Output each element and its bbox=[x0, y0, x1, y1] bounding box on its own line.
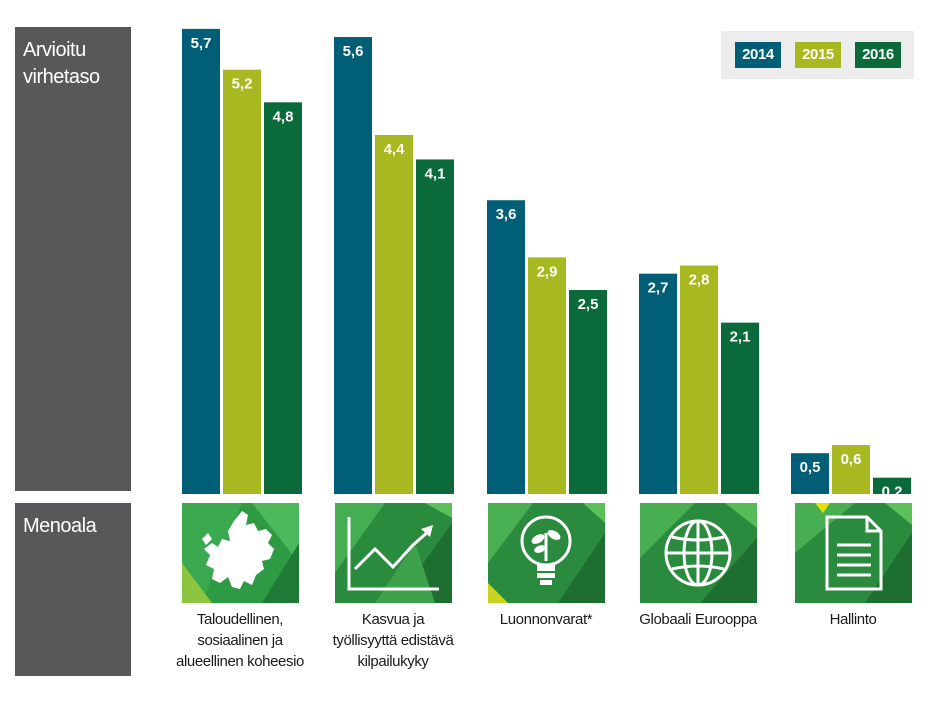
category-label-line: sosiaalinen ja bbox=[197, 632, 283, 649]
x-axis-panel: Menoala bbox=[15, 503, 131, 676]
category-label-line: Globaali Eurooppa bbox=[639, 611, 757, 628]
category-label-competitiveness: Kasvua ja työllisyyttä edistävä kilpailu… bbox=[318, 609, 468, 672]
lightbulb-plant-icon bbox=[488, 503, 605, 603]
bar-label-2016-2: 2,5 bbox=[578, 296, 599, 313]
category-label-administration: Hallinto bbox=[778, 609, 928, 630]
bar-label-2016-3: 2,1 bbox=[730, 329, 751, 346]
bar-2014-0 bbox=[182, 28, 220, 494]
bar-2015-0 bbox=[223, 69, 261, 495]
y-axis-panel: Arvioitu virhetaso bbox=[15, 27, 131, 491]
legend: 2014 2015 2016 bbox=[721, 31, 914, 79]
legend-item-2014: 2014 bbox=[735, 42, 781, 68]
bar-label-2016-4: 0,2 bbox=[882, 484, 903, 501]
bar-label-2014-1: 5,6 bbox=[343, 43, 364, 60]
category-label-line: kilpailukyky bbox=[357, 653, 429, 670]
bar-label-2015-2: 2,9 bbox=[537, 263, 558, 280]
bar-2016-0 bbox=[264, 102, 302, 494]
eu-map-icon bbox=[182, 503, 299, 603]
bar-label-2015-4: 0,6 bbox=[841, 451, 862, 468]
category-label-line: Kasvua ja bbox=[361, 611, 425, 628]
globe-icon bbox=[640, 503, 757, 603]
bar-label-2015-3: 2,8 bbox=[689, 272, 710, 289]
category-label-global-europe: Globaali Eurooppa bbox=[623, 609, 773, 630]
x-axis-label: Menoala bbox=[23, 515, 97, 537]
legend-item-2015: 2015 bbox=[795, 42, 841, 68]
bar-label-2015-1: 4,4 bbox=[384, 141, 406, 158]
y-axis-label-line1: Arvioitu bbox=[23, 39, 86, 61]
bar-2014-2 bbox=[487, 200, 525, 495]
category-label-line: työllisyyttä edistävä bbox=[332, 632, 454, 649]
bar-label-2016-0: 4,8 bbox=[273, 108, 294, 125]
bar-2014-1 bbox=[334, 37, 372, 494]
legend-item-2016: 2016 bbox=[855, 42, 901, 68]
document-icon bbox=[795, 503, 912, 603]
bar-2015-2 bbox=[528, 257, 566, 494]
bar-label-2014-0: 5,7 bbox=[191, 35, 212, 52]
growth-chart-icon bbox=[335, 503, 452, 603]
category-label-natural-resources: Luonnonvarat* bbox=[471, 609, 621, 630]
bar-2015-3 bbox=[680, 265, 718, 494]
category-label-line: Luonnonvarat* bbox=[499, 611, 593, 628]
bar-label-2014-4: 0,5 bbox=[800, 459, 821, 476]
bar-2015-1 bbox=[375, 134, 413, 494]
y-axis-label-line2: virhetaso bbox=[23, 66, 100, 88]
bar-label-2014-3: 2,7 bbox=[648, 280, 669, 297]
category-label-line: alueellinen koheesio bbox=[176, 653, 304, 670]
category-label-cohesion: Taloudellinen, sosiaalinen ja alueelline… bbox=[165, 609, 315, 672]
bar-2014-4 bbox=[791, 453, 829, 494]
bar-label-2016-1: 4,1 bbox=[425, 165, 446, 182]
bar-2016-2 bbox=[569, 290, 607, 494]
bar-2015-4 bbox=[832, 445, 870, 494]
bar-2014-3 bbox=[639, 273, 677, 494]
bar-2016-4 bbox=[873, 477, 911, 494]
bar-2016-1 bbox=[416, 159, 454, 494]
category-label-line: Hallinto bbox=[829, 611, 877, 628]
bar-label-2014-2: 3,6 bbox=[496, 206, 517, 223]
bar-2016-3 bbox=[721, 322, 759, 494]
bar-label-2015-0: 5,2 bbox=[232, 76, 253, 93]
category-label-line: Taloudellinen, bbox=[196, 611, 284, 628]
